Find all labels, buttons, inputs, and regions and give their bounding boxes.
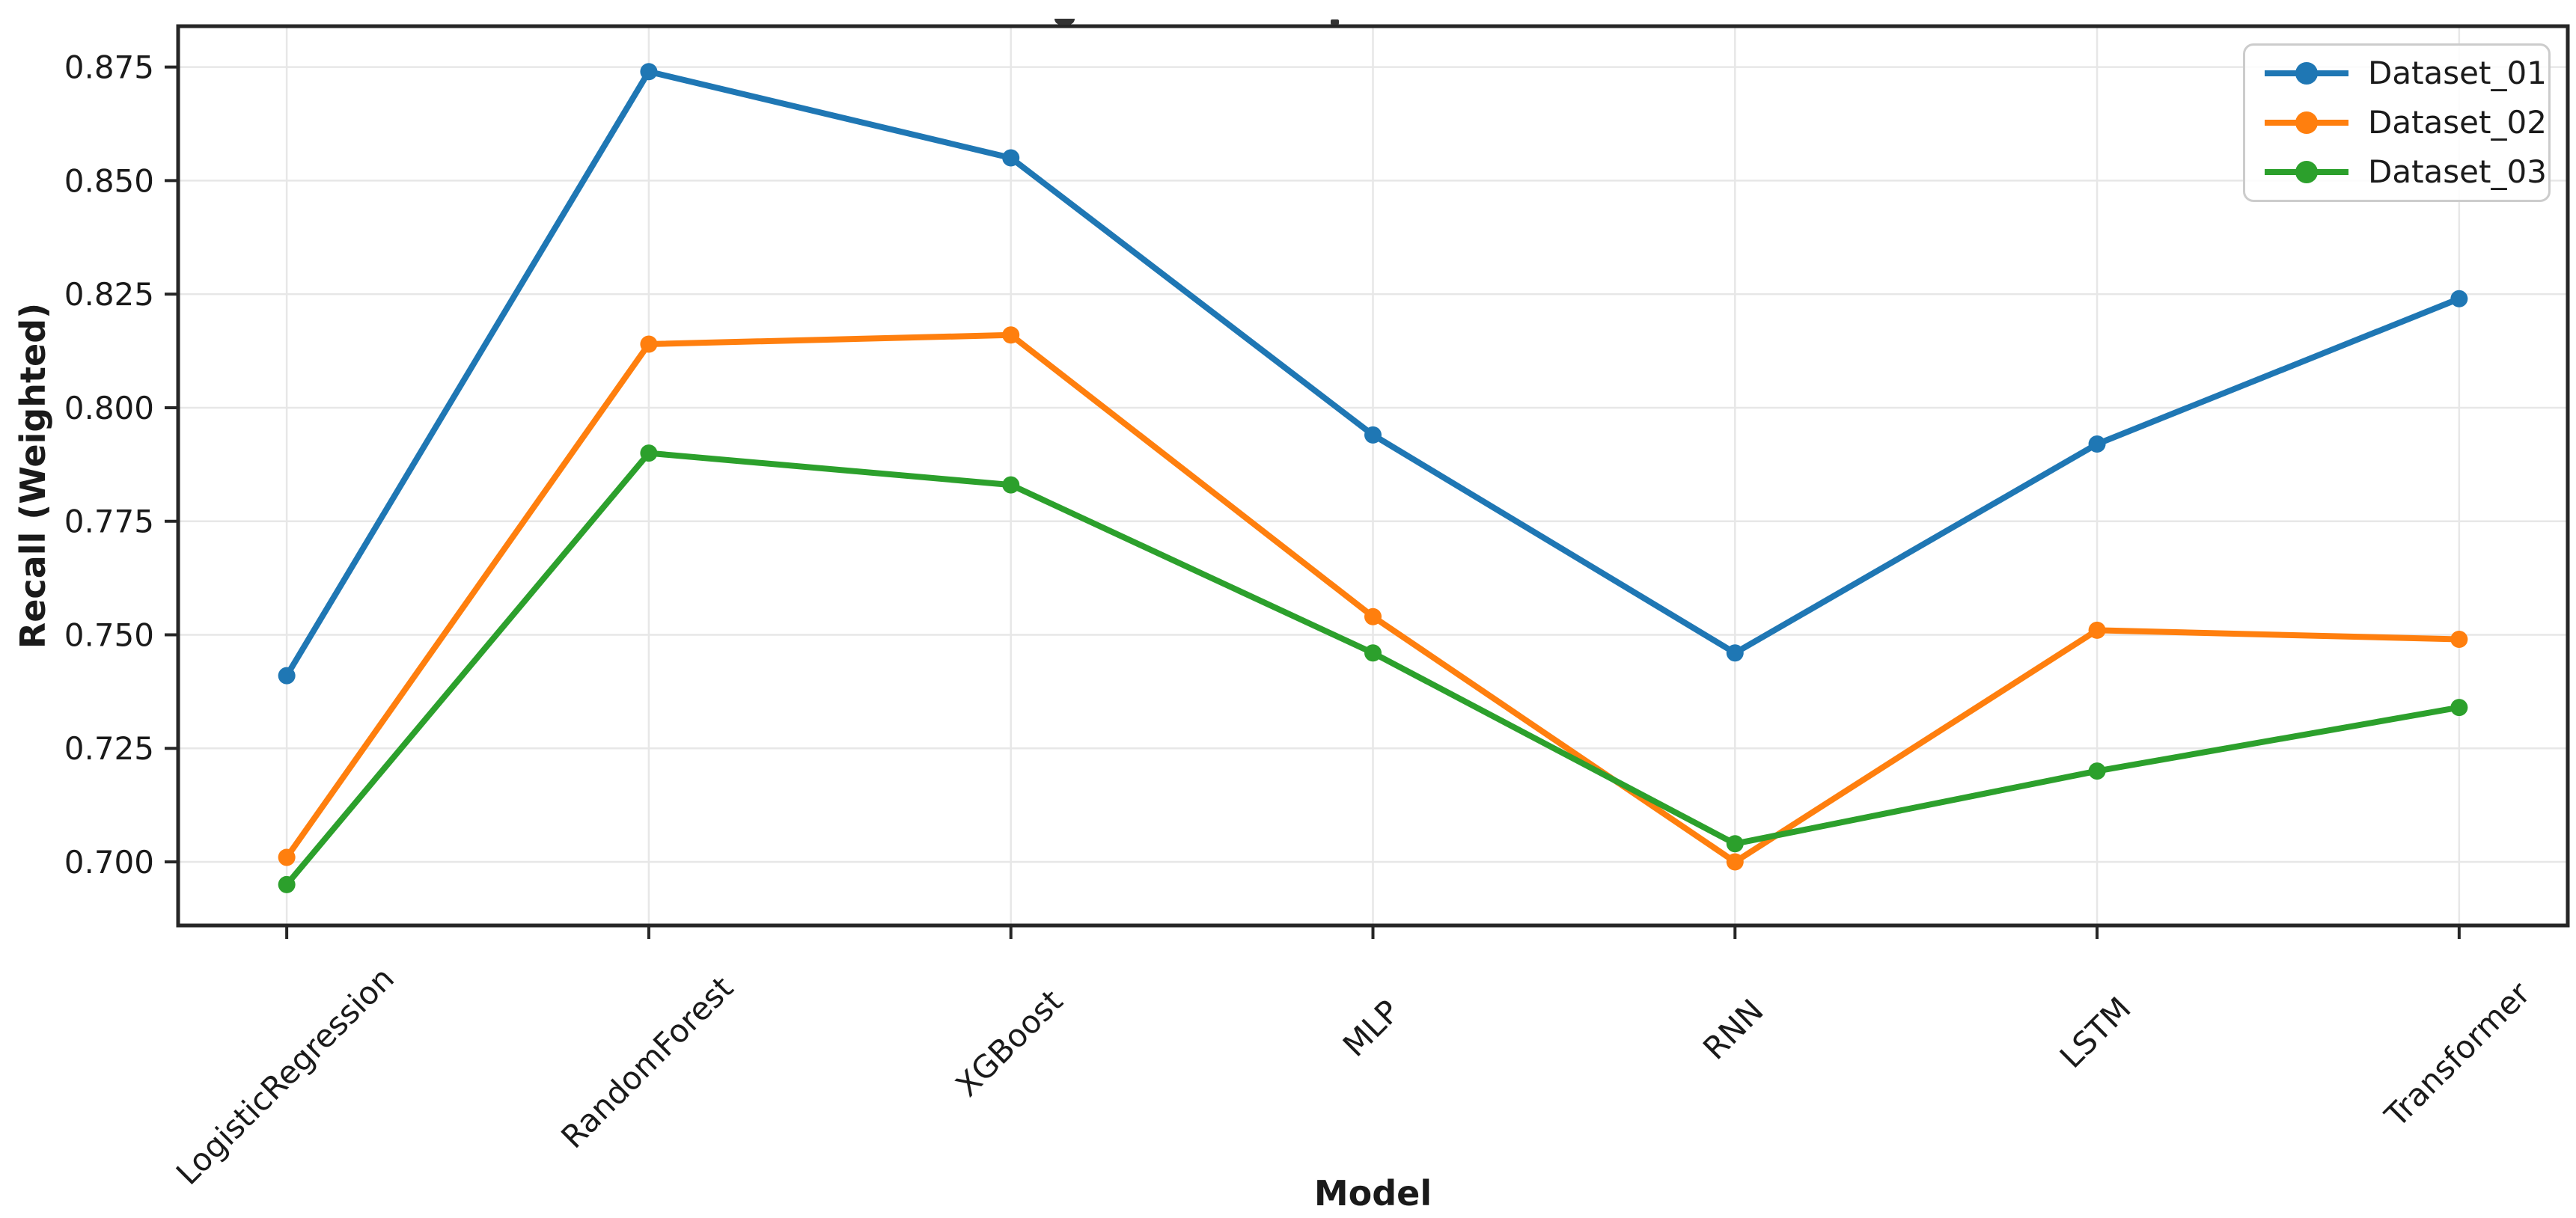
data-point-marker: [2088, 621, 2106, 639]
y-tick-label: 0.875: [64, 49, 154, 86]
data-point-marker: [1726, 835, 1744, 853]
data-point-marker: [2450, 290, 2468, 307]
data-point-marker: [640, 444, 658, 462]
legend-sample-marker: [2295, 111, 2318, 134]
legend-entry: Dataset_03: [2262, 152, 2548, 192]
legend-entry: Dataset_01: [2262, 53, 2548, 94]
legend-line-marker-sample: [2265, 111, 2348, 134]
y-tick-label: 0.750: [64, 616, 154, 653]
legend-entry: Dataset_02: [2262, 102, 2548, 143]
legend-entry-label: Dataset_01: [2368, 55, 2547, 91]
x-tick-label: MLP: [1336, 993, 1407, 1064]
data-point-marker: [1726, 853, 1744, 871]
data-point-marker: [2088, 435, 2106, 453]
legend-sample-marker: [2295, 62, 2318, 85]
y-tick-label: 0.725: [64, 730, 154, 767]
data-point-marker: [1364, 426, 1382, 444]
clipped-title-fragment: [1054, 19, 1075, 25]
x-tick-label: RNN: [1696, 992, 1771, 1067]
data-point-marker: [278, 667, 296, 685]
y-tick-label: 0.700: [64, 844, 154, 881]
clipped-title-fragment: [1331, 19, 1339, 25]
x-tick-label: RandomForest: [554, 970, 740, 1156]
x-tick-label: LSTM: [2053, 990, 2138, 1075]
x-tick-label: XGBoost: [948, 982, 1069, 1104]
legend-entry-label: Dataset_02: [2368, 104, 2547, 141]
legend: Dataset_01 Dataset_02 Dataset_03: [2243, 43, 2551, 202]
legend-entry-label: Dataset_03: [2368, 153, 2547, 190]
data-point-marker: [1002, 326, 1020, 344]
y-tick-label: 0.775: [64, 504, 154, 540]
y-axis-label: Recall (Weighted): [13, 302, 53, 649]
x-tick-label: Transformer: [2377, 974, 2537, 1134]
data-point-marker: [278, 875, 296, 893]
y-tick-label: 0.825: [64, 276, 154, 313]
legend-line-marker-sample: [2265, 62, 2348, 85]
x-axis-label: Model: [1313, 1173, 1432, 1214]
data-point-marker: [278, 848, 296, 866]
data-point-marker: [1364, 608, 1382, 625]
y-tick-label: 0.800: [64, 390, 154, 426]
legend-sample-marker: [2295, 161, 2318, 183]
data-point-marker: [2450, 699, 2468, 717]
legend-line-marker-sample: [2265, 161, 2348, 183]
data-point-marker: [1002, 149, 1020, 167]
data-point-marker: [2450, 631, 2468, 649]
data-point-marker: [1002, 476, 1020, 494]
data-point-marker: [640, 63, 658, 81]
data-point-marker: [1726, 644, 1744, 662]
y-tick-label: 0.850: [64, 162, 154, 199]
x-tick-label: LogisticRegression: [169, 960, 401, 1192]
data-point-marker: [1364, 644, 1382, 662]
data-point-marker: [2088, 762, 2106, 780]
data-point-marker: [640, 335, 658, 353]
